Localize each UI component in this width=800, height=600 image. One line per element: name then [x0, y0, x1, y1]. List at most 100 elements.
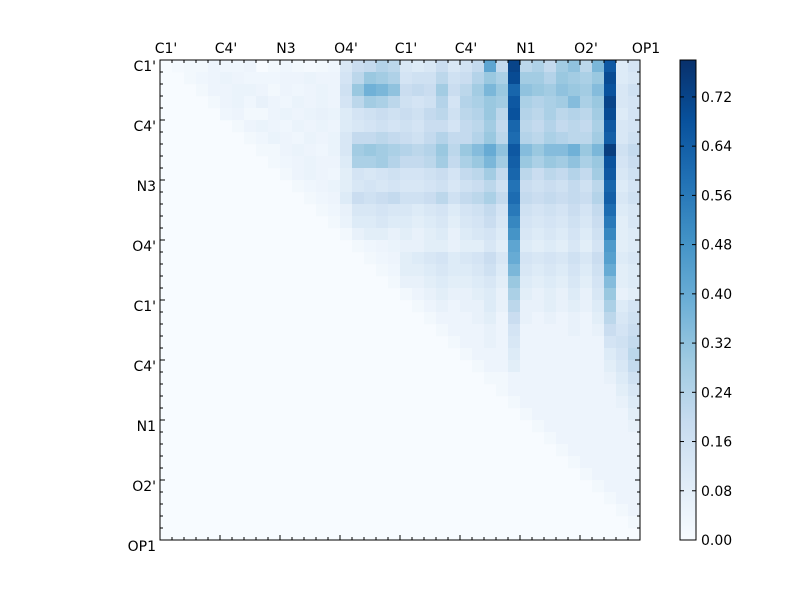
heatmap-cell: [520, 216, 533, 229]
heatmap-cell: [520, 312, 533, 325]
heatmap-cell: [616, 228, 629, 241]
heatmap-cell: [268, 96, 281, 109]
heatmap-cell: [436, 156, 449, 169]
heatmap-cell: [532, 312, 545, 325]
heatmap-cell: [508, 240, 521, 253]
heatmap-cell: [460, 144, 473, 157]
heatmap-cell: [496, 228, 509, 241]
colorbar-tick-label: 0.08: [701, 484, 732, 500]
colorbar-ticks: 0.00 0.08 0.16 0.24 0.32 0.40 0.48 0.56 0.64 0.72: [680, 90, 732, 549]
heatmap-cell: [532, 144, 545, 157]
heatmap-cell: [496, 276, 509, 289]
heatmap-cell: [472, 192, 485, 205]
heatmap-cell: [448, 96, 461, 109]
heatmap-cell: [604, 72, 617, 85]
heatmap-cell: [484, 264, 497, 277]
heatmap-cell: [328, 180, 341, 193]
heatmap-cell: [616, 108, 629, 121]
heatmap-cell: [424, 156, 437, 169]
heatmap-cell: [256, 144, 269, 157]
heatmap-cell: [304, 96, 317, 109]
heatmap-cell: [628, 324, 641, 337]
heatmap-cell: [412, 132, 425, 145]
heatmap-cell: [304, 72, 317, 85]
heatmap-cell: [592, 144, 605, 157]
heatmap-cell: [532, 348, 545, 361]
heatmap-cell: [388, 168, 401, 181]
heatmap-cell: [436, 168, 449, 181]
heatmap-cell: [400, 192, 413, 205]
heatmap-cell: [556, 324, 569, 337]
heatmap-cell: [508, 312, 521, 325]
heatmap-cell: [340, 192, 353, 205]
heatmap-cell: [400, 144, 413, 157]
x-tick-labels: C1' C4' N3 O4' C1' C4' N1 O2' OP1: [155, 41, 660, 57]
heatmap-cell: [484, 324, 497, 337]
heatmap-cell: [484, 120, 497, 133]
heatmap-cell: [316, 192, 329, 205]
heatmap-cell: [448, 72, 461, 85]
heatmap-cell: [460, 156, 473, 169]
heatmap-cell: [568, 384, 581, 397]
heatmap-cell: [352, 72, 365, 85]
heatmap-cell: [472, 216, 485, 229]
heatmap-cell: [376, 144, 389, 157]
heatmap-cell: [556, 96, 569, 109]
heatmap-cell: [628, 108, 641, 121]
heatmap-cell: [352, 192, 365, 205]
heatmap-cell: [568, 72, 581, 85]
heatmap-cell: [592, 420, 605, 433]
heatmap-cell: [208, 72, 221, 85]
heatmap-cell: [520, 300, 533, 313]
heatmap-cell: [340, 84, 353, 97]
heatmap-cell: [196, 72, 209, 85]
heatmap-cell: [568, 444, 581, 457]
heatmap-cell: [508, 120, 521, 133]
heatmap-cell: [400, 72, 413, 85]
heatmap-cell: [568, 396, 581, 409]
heatmap-cell: [580, 72, 593, 85]
heatmap-cell: [520, 108, 533, 121]
heatmap-cell: [496, 336, 509, 349]
y-tick-label: C1': [133, 299, 156, 315]
heatmap-cell: [496, 204, 509, 217]
heatmap-cell: [388, 132, 401, 145]
heatmap-cell: [376, 180, 389, 193]
heatmap-cell: [592, 336, 605, 349]
heatmap-cell: [568, 264, 581, 277]
heatmap-cell: [580, 288, 593, 301]
heatmap-cell: [340, 96, 353, 109]
heatmap-cell: [616, 84, 629, 97]
heatmap-cell: [580, 216, 593, 229]
heatmap-cell: [328, 72, 341, 85]
heatmap-cell: [412, 252, 425, 265]
heatmap-cell: [220, 108, 233, 121]
heatmap-cell: [472, 312, 485, 325]
heatmap-cell: [604, 396, 617, 409]
heatmap-cell: [508, 84, 521, 97]
heatmap-cell: [412, 60, 425, 73]
heatmap-cell: [532, 384, 545, 397]
heatmap-cell: [616, 396, 629, 409]
heatmap-cell: [556, 264, 569, 277]
heatmap-cell: [472, 120, 485, 133]
heatmap-cell: [496, 84, 509, 97]
heatmap-cell: [628, 420, 641, 433]
heatmap-cell: [628, 60, 641, 73]
heatmap-cell: [424, 252, 437, 265]
heatmap-cell: [568, 456, 581, 469]
heatmap-cell: [556, 228, 569, 241]
heatmap-cell: [544, 84, 557, 97]
heatmap-cell: [544, 204, 557, 217]
heatmap-cell: [448, 312, 461, 325]
heatmap-cell: [568, 60, 581, 73]
heatmap-cell: [268, 108, 281, 121]
heatmap-cell: [376, 216, 389, 229]
heatmap-cell: [424, 288, 437, 301]
heatmap-cell: [424, 60, 437, 73]
heatmap-cell: [496, 144, 509, 157]
heatmap-cell: [448, 156, 461, 169]
heatmap-cell: [568, 180, 581, 193]
heatmap-cell: [412, 216, 425, 229]
heatmap-cell: [520, 180, 533, 193]
